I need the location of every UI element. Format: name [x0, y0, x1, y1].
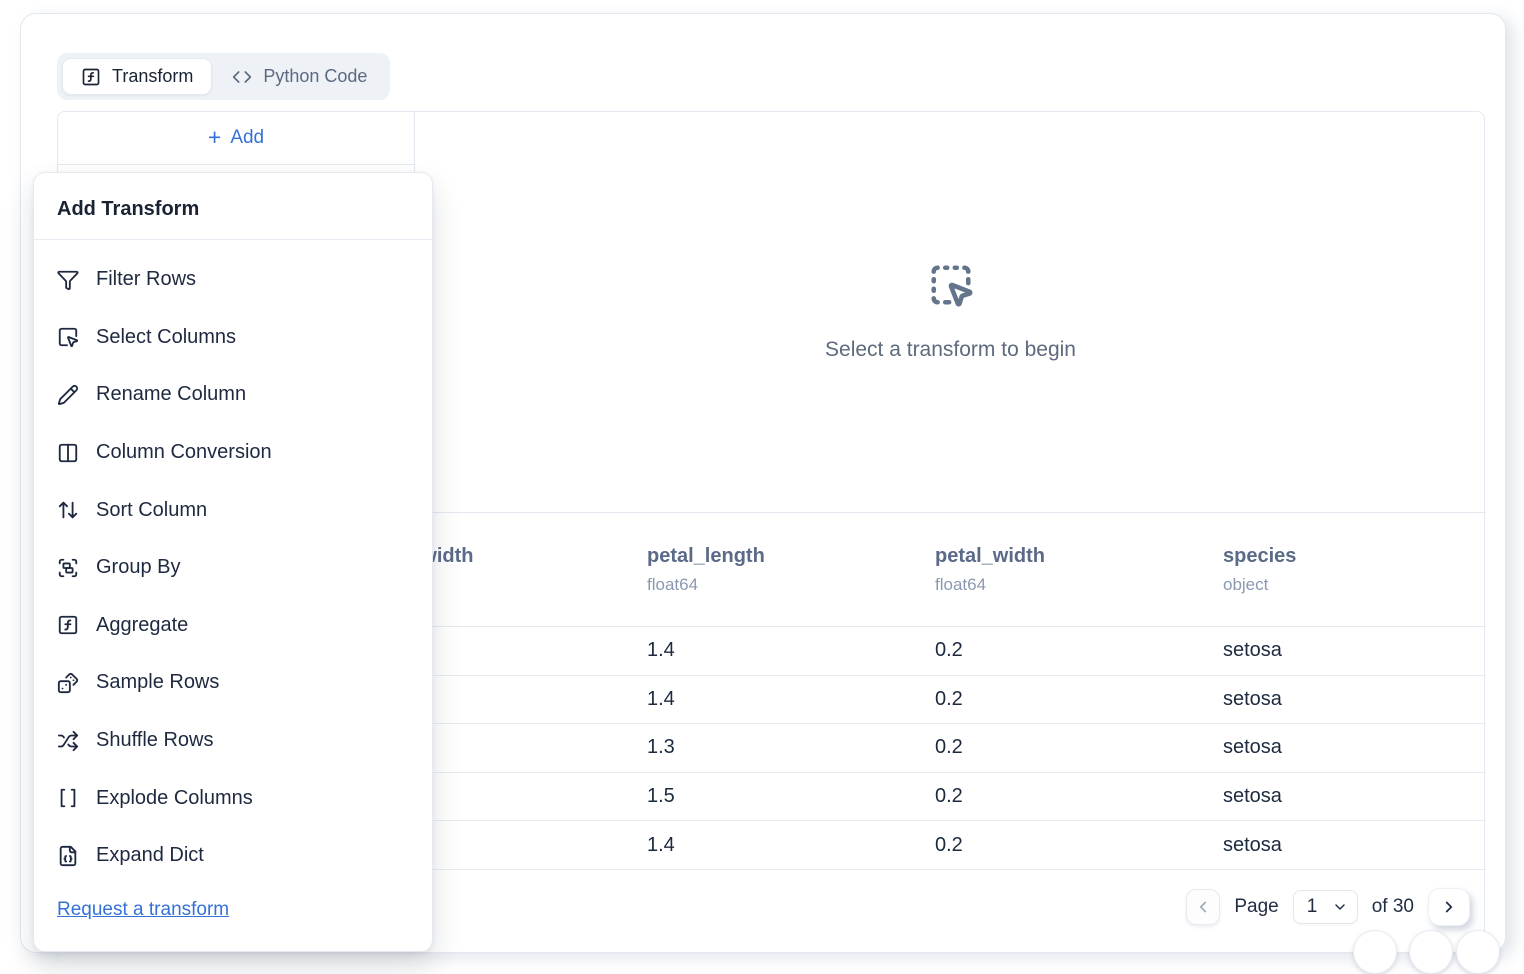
add-button-label: Add: [230, 127, 265, 148]
menu-item-label: Sample Rows: [96, 671, 220, 694]
page-number-select[interactable]: 1: [1292, 890, 1358, 924]
cell: 1.3: [647, 736, 675, 759]
menu-item-expand-dict[interactable]: Expand Dict: [34, 827, 432, 885]
table-row: 1.4 0.2 setosa: [58, 627, 1486, 676]
menu-item-label: Column Conversion: [96, 441, 272, 464]
menu-item-label: Select Columns: [96, 325, 237, 348]
menu-title: Add Transform: [34, 173, 432, 240]
tab-transform[interactable]: Transform: [62, 58, 213, 95]
table-column-petal-length: petal_length float64: [634, 545, 922, 595]
function-square-icon: [57, 614, 79, 636]
empty-state-message: Select a transform to begin: [825, 338, 1076, 361]
plus-icon: +: [207, 123, 222, 150]
menu-item-label: Shuffle Rows: [96, 729, 214, 752]
table-row: 1.4 0.2 setosa: [58, 821, 1486, 870]
menu-item-label: Explode Columns: [96, 786, 253, 809]
column-name: species: [1223, 544, 1297, 567]
add-transform-menu: Add Transform Filter Rows Select Columns…: [33, 172, 433, 952]
filter-icon: [57, 269, 79, 291]
cell: 0.2: [935, 639, 963, 662]
tab-python-code-label: Python Code: [263, 66, 368, 86]
cell: setosa: [1223, 736, 1282, 759]
chevron-right-icon: [1440, 898, 1458, 916]
previous-page-button[interactable]: [1186, 889, 1221, 925]
menu-item-column-conversion[interactable]: Column Conversion: [34, 424, 432, 482]
chevron-down-icon: [1332, 899, 1348, 915]
cell: setosa: [1223, 785, 1282, 808]
menu-item-rename-column[interactable]: Rename Column: [34, 366, 432, 424]
table-row: 1.5 0.2 setosa: [58, 773, 1486, 822]
dices-icon: [57, 672, 79, 694]
request-transform-link[interactable]: Request a transform: [57, 898, 230, 920]
column-dtype: float64: [647, 574, 699, 594]
cell: setosa: [1223, 833, 1282, 856]
brackets-icon: [57, 787, 79, 809]
tab-python-code[interactable]: Python Code: [214, 59, 385, 94]
cell: 1.4: [647, 833, 675, 856]
menu-item-filter-rows[interactable]: Filter Rows: [34, 251, 432, 309]
cell: setosa: [1223, 687, 1282, 710]
column-name: petal_length: [647, 544, 765, 567]
shuffle-icon: [57, 730, 79, 752]
menu-item-label: Aggregate: [96, 613, 189, 636]
square-dashed-mouse-pointer-icon: [928, 262, 974, 308]
menu-item-select-columns[interactable]: Select Columns: [34, 309, 432, 367]
cell: 0.2: [935, 785, 963, 808]
table-column-petal-width: petal_width float64: [922, 545, 1210, 595]
cell: 0.2: [935, 833, 963, 856]
menu-item-label: Rename Column: [96, 383, 247, 406]
next-page-button[interactable]: [1428, 888, 1470, 926]
pencil-icon: [57, 384, 79, 406]
menu-item-label: Expand Dict: [96, 844, 204, 867]
columns-icon: [57, 442, 79, 464]
menu-item-aggregate[interactable]: Aggregate: [34, 597, 432, 655]
cell: 0.2: [935, 687, 963, 710]
pagination: Page 1 of 30: [1186, 888, 1470, 926]
arrow-up-down-icon: [57, 499, 79, 521]
table-row: 1.3 0.2 setosa: [58, 724, 1486, 773]
group-icon: [57, 557, 79, 579]
menu-item-label: Sort Column: [96, 498, 208, 521]
menu-item-group-by[interactable]: Group By: [34, 539, 432, 597]
table-column-species: species object: [1210, 545, 1486, 595]
hidden-action-button[interactable]: [1353, 930, 1397, 974]
empty-state: Select a transform to begin: [415, 112, 1486, 512]
page-select-value: 1: [1306, 896, 1318, 917]
page-total: of 30: [1371, 896, 1414, 917]
menu-item-sample-rows[interactable]: Sample Rows: [34, 654, 432, 712]
tab-bar: Transform Python Code: [57, 53, 391, 100]
add-transform-button[interactable]: + Add: [58, 112, 414, 165]
hidden-action-button[interactable]: [1456, 930, 1500, 974]
chevron-left-icon: [1194, 898, 1212, 916]
cell: 1.5: [647, 785, 675, 808]
file-json-icon: [57, 845, 79, 867]
cell: 1.4: [647, 687, 675, 710]
page-label: Page: [1234, 896, 1279, 917]
menu-items: Filter Rows Select Columns Rename Column…: [34, 240, 432, 885]
column-name: petal_width: [935, 544, 1046, 567]
menu-item-explode-columns[interactable]: Explode Columns: [34, 769, 432, 827]
square-mouse-pointer-icon: [57, 326, 79, 348]
menu-item-label: Filter Rows: [96, 268, 197, 291]
table-row: 1.4 0.2 setosa: [58, 676, 1486, 725]
column-dtype: float64: [935, 574, 987, 594]
tab-transform-label: Transform: [112, 66, 194, 86]
column-dtype: object: [1223, 574, 1269, 594]
menu-item-sort-column[interactable]: Sort Column: [34, 481, 432, 539]
menu-item-shuffle-rows[interactable]: Shuffle Rows: [34, 712, 432, 770]
cell: 1.4: [647, 639, 675, 662]
cell: 0.2: [935, 736, 963, 759]
cell: setosa: [1223, 639, 1282, 662]
hidden-action-button[interactable]: [1409, 930, 1453, 974]
code-icon: [232, 67, 252, 87]
menu-item-label: Group By: [96, 556, 181, 579]
function-square-icon: [81, 67, 101, 87]
